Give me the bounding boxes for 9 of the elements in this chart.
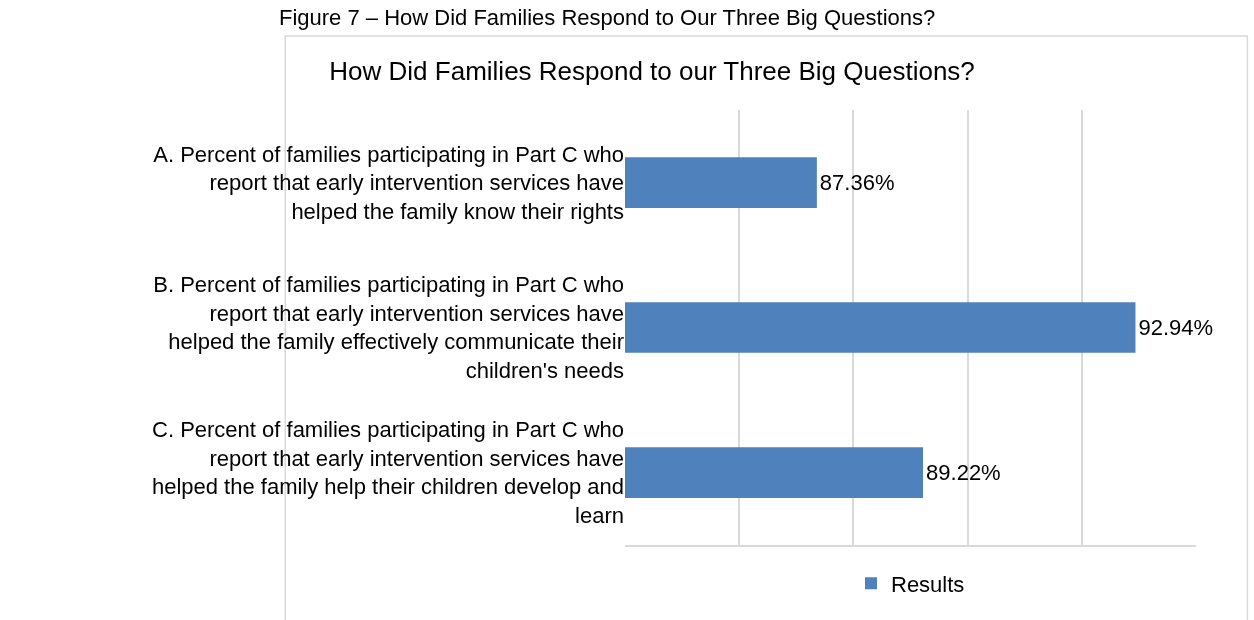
legend-label: Results	[891, 571, 965, 597]
y-tick-label: B. Percent of families participating in Part C who report that early intervention services have helped the family effectively communicate their children's needs	[153, 272, 624, 384]
y-tick-label: C. Percent of families participating in Part C who report that early intervention services have helped the family help their children develop and learn	[151, 417, 624, 529]
chart-title: How Did Families Respond to our Three Big Questions?	[329, 56, 975, 87]
data-label: 89.22%	[926, 460, 1001, 486]
data-label: 92.94%	[1138, 315, 1214, 340]
y-tick-label: A. Percent of families participating in Part C who report that early intervention services have helped the family know their rights	[153, 141, 624, 224]
caption: Figure 7 – How Did Families Respond to Our Three Big Questions?	[279, 5, 936, 30]
data-label: 87.36%	[819, 170, 895, 196]
